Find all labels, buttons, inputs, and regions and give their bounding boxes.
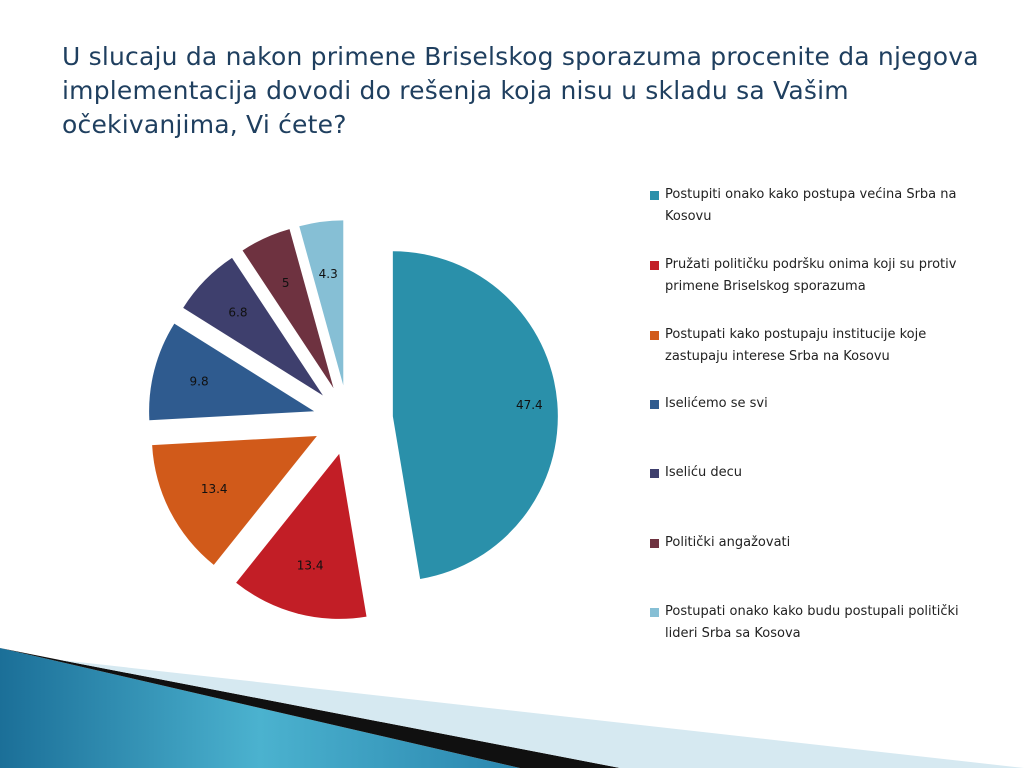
legend-swatch xyxy=(650,331,659,340)
legend-label: Politički angažovati xyxy=(665,535,791,550)
legend-label: Pružati političku podršku onima koji su … xyxy=(665,257,957,294)
legend-swatch xyxy=(650,608,659,617)
legend-label: Iselićemo se svi xyxy=(665,396,768,411)
legend-swatch xyxy=(650,400,659,409)
pie-slice-6 xyxy=(242,229,334,389)
pie-data-label-6: 5 xyxy=(282,276,290,290)
legend-swatch xyxy=(650,539,659,548)
legend-item-4: Iselićemo se svi xyxy=(650,393,970,415)
legend-item-3: Postupati kako postupaju institucije koj… xyxy=(650,324,970,368)
legend-item-1: Postupiti onako kako postupa većina Srba… xyxy=(650,184,970,228)
pie-slice-3 xyxy=(152,436,317,565)
pie-data-label-4: 9.8 xyxy=(190,375,209,389)
pie-data-label-7: 4.3 xyxy=(319,267,338,281)
pie-slice-4 xyxy=(149,323,315,421)
legend-label: Iseliću decu xyxy=(665,465,742,480)
pie-data-label-1: 47.4 xyxy=(516,398,543,412)
legend-item-6: Politički angažovati xyxy=(650,532,970,554)
legend-item-2: Pružati političku podršku onima koji su … xyxy=(650,254,970,298)
pie-data-label-2: 13.4 xyxy=(297,559,324,573)
legend-swatch xyxy=(650,191,659,200)
pie-slice-5 xyxy=(183,257,323,396)
legend-swatch xyxy=(650,261,659,270)
pie-slice-7 xyxy=(299,220,344,386)
pie-data-label-5: 6.8 xyxy=(228,306,247,320)
legend-label: Postupati kako postupaju institucije koj… xyxy=(665,327,927,364)
legend-label: Postupiti onako kako postupa većina Srba… xyxy=(665,187,957,224)
pie-slice-1 xyxy=(392,251,558,579)
legend-swatch xyxy=(650,469,659,478)
legend-item-7: Postupati onako kako budu postupali poli… xyxy=(650,601,970,645)
pie-data-label-3: 13.4 xyxy=(201,482,228,496)
legend-item-5: Iseliću decu xyxy=(650,462,970,484)
slide-title: U slucaju da nakon primene Briselskog sp… xyxy=(62,42,979,139)
legend-label: Postupati onako kako budu postupali poli… xyxy=(665,604,959,641)
pie-slice-2 xyxy=(236,453,367,619)
pie-chart: 47.4 13.4 13.4 9.8 6.8 5 4.3 xyxy=(149,220,558,619)
